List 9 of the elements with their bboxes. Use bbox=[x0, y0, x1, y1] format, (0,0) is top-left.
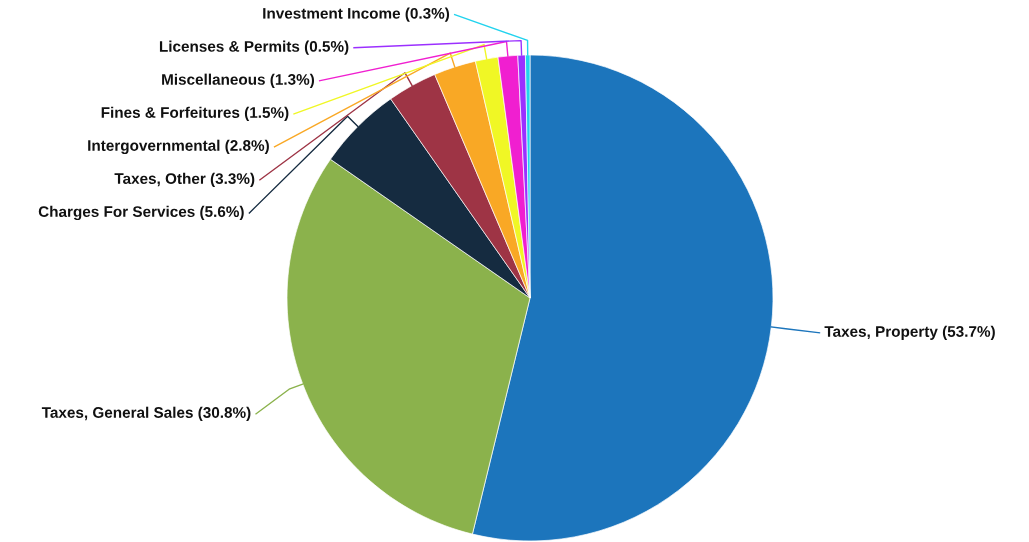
slice-label: Charges For Services (5.6%) bbox=[38, 205, 244, 221]
slice-label: Taxes, General Sales (30.8%) bbox=[41, 406, 251, 421]
slice-label: Miscellaneous (1.3%) bbox=[162, 73, 315, 88]
slice-label: Licenses & Permits (0.5%) bbox=[159, 40, 349, 55]
slice-label: Taxes, Property (53.7%) bbox=[824, 325, 995, 340]
slice-label: Intergovernmental (2.8%) bbox=[88, 139, 269, 155]
slice-label: Investment Income (0.3%) bbox=[263, 7, 450, 22]
slice-label: Fines & Forfeitures (1.5%) bbox=[101, 106, 289, 121]
slice-label: Taxes, Other (3.3%) bbox=[114, 172, 255, 188]
